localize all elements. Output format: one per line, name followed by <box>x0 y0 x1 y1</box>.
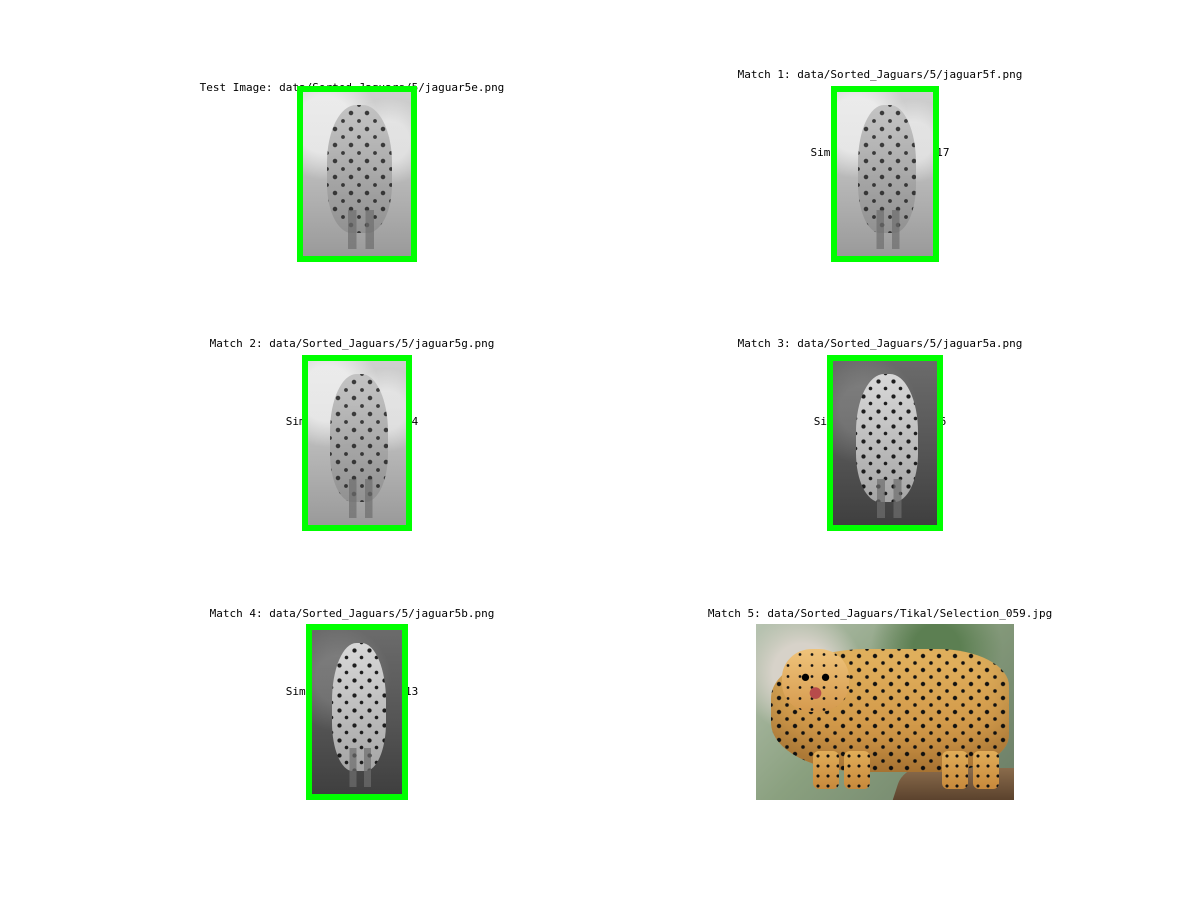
match-5-image <box>756 624 1014 800</box>
jaguar-leg <box>812 750 839 790</box>
match-1-title: Match 1: data/Sorted_Jaguars/5/jaguar5f.… <box>737 68 1023 81</box>
match-1-frame <box>831 86 939 262</box>
jaguar-legs <box>345 479 377 519</box>
test-image-frame <box>297 86 417 262</box>
jaguar-legs <box>344 210 379 250</box>
jaguar-legs <box>872 479 906 519</box>
match-4-title: Match 4: data/Sorted_Jaguars/5/jaguar5b.… <box>209 607 495 620</box>
match-3-frame <box>827 355 943 531</box>
jaguar-leg <box>941 750 968 790</box>
match-2-frame <box>302 355 412 531</box>
jaguar-legs <box>873 210 905 250</box>
match-4-image <box>312 630 402 794</box>
test-image <box>303 92 411 256</box>
jaguar-legs <box>346 748 375 788</box>
match-4-frame <box>306 624 408 800</box>
match-1-image <box>837 92 933 256</box>
match-2-title: Match 2: data/Sorted_Jaguars/5/jaguar5g.… <box>209 337 495 350</box>
match-3-image <box>833 361 937 525</box>
match-2-image <box>308 361 406 525</box>
jaguar-head <box>781 648 849 712</box>
jaguar-leg <box>843 750 870 790</box>
match-5-frame <box>756 624 1014 800</box>
match-5-title: Match 5: data/Sorted_Jaguars/Tikal/Selec… <box>707 607 1053 620</box>
jaguar-leg <box>972 750 999 790</box>
match-3-title: Match 3: data/Sorted_Jaguars/5/jaguar5a.… <box>737 337 1023 350</box>
